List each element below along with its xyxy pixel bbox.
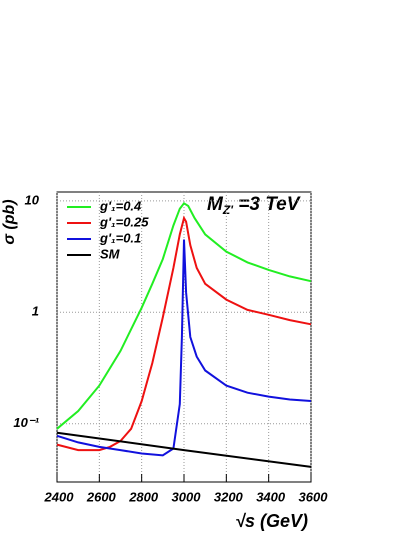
annotation-sub: Z' bbox=[222, 203, 234, 217]
x-tick-label: 2800 bbox=[128, 489, 159, 504]
annotation-rest: =3 TeV bbox=[233, 194, 301, 215]
annotation: MZ' =3 TeV bbox=[207, 194, 301, 217]
x-tick-label: 3000 bbox=[172, 489, 202, 504]
series-line bbox=[56, 215, 312, 452]
x-tick-label: 3200 bbox=[214, 489, 244, 504]
y-tick-label: 10 bbox=[25, 192, 40, 207]
series-line bbox=[56, 431, 312, 468]
x-tick-label: 3400 bbox=[256, 489, 286, 504]
y-tick-label: 10⁻¹ bbox=[13, 415, 39, 430]
x-tick-label: 2400 bbox=[44, 489, 75, 504]
annotation-main: M bbox=[207, 194, 224, 215]
y-axis-label: σ (pb) bbox=[1, 199, 18, 244]
legend-label: g'₁=0.25 bbox=[99, 214, 149, 229]
x-axis-label: √s (GeV) bbox=[235, 511, 308, 531]
legend-label: g'₁=0.4 bbox=[99, 198, 142, 213]
y-tick-label: 1 bbox=[32, 304, 39, 319]
legend-label: g'₁=0.1 bbox=[99, 230, 141, 245]
x-tick-label: 3600 bbox=[299, 489, 329, 504]
legend-label: SM bbox=[100, 246, 121, 261]
x-tick-label: 2600 bbox=[86, 489, 117, 504]
series-line bbox=[56, 201, 312, 430]
series-line bbox=[56, 239, 312, 457]
